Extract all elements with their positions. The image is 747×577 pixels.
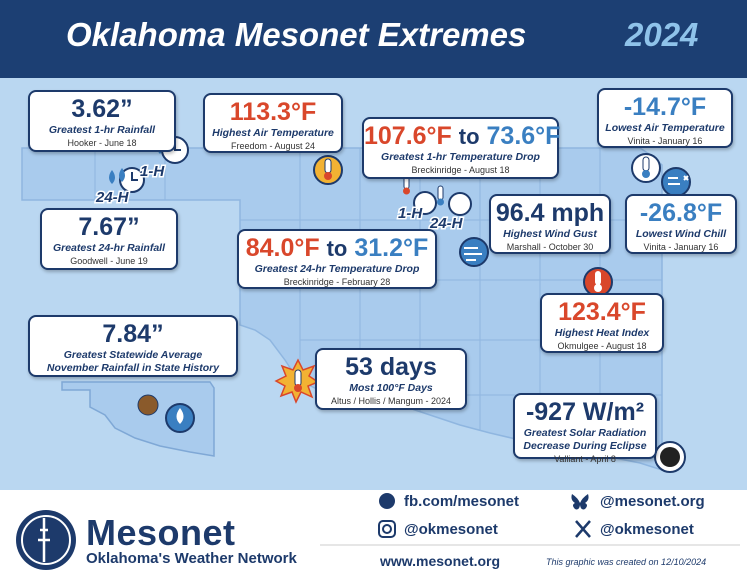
location: Goodwell - June 19 — [70, 256, 148, 266]
value: 53 days — [345, 353, 437, 381]
value: 84.0°F to 31.2°F — [239, 234, 435, 263]
header-bar — [0, 0, 747, 78]
value-to: 31.2°F — [354, 234, 429, 262]
bluesky-link[interactable]: @mesonet.org — [600, 493, 705, 510]
instagram-icon — [378, 520, 396, 538]
extreme-card: 3.62” Greatest 1-hr Rainfall Hooker - Ju… — [28, 90, 176, 152]
extreme-card: -927 W/m² Greatest Solar Radiation Decre… — [513, 393, 657, 464]
icon-label: 1-H — [398, 205, 423, 222]
location: Breckinridge - February 28 — [283, 277, 391, 287]
location: Vinita - January 16 — [643, 242, 719, 252]
extreme-card: -26.8°F Lowest Wind Chill Vinita - Janua… — [625, 194, 737, 254]
extreme-card: -14.7°F Lowest Air Temperature Vinita - … — [597, 88, 733, 148]
value-to: 73.6°F — [486, 122, 561, 150]
logo-tower — [38, 518, 50, 562]
x-icon — [575, 520, 591, 538]
label: Greatest 24-hr Rainfall — [52, 242, 166, 254]
extreme-card: 7.67” Greatest 24-hr Rainfall Goodwell -… — [40, 208, 178, 270]
label: November Rainfall in State History — [46, 362, 220, 374]
value: -14.7°F — [623, 93, 707, 121]
label: Greatest 24-hr Temperature Drop — [254, 263, 420, 275]
icon-labels: 1-H 24-H 1-H 24-H — [94, 162, 466, 234]
value: 3.62” — [71, 95, 133, 123]
location: Valliant - April 8 — [554, 454, 616, 464]
value: 7.67” — [78, 213, 140, 241]
location: Breckinridge - August 18 — [411, 165, 510, 175]
label: Highest Heat Index — [554, 327, 650, 339]
value: 96.4 mph — [495, 199, 605, 227]
x-link[interactable]: @okmesonet — [600, 521, 694, 538]
label: Decrease During Eclipse — [523, 440, 647, 452]
facebook-icon — [379, 493, 395, 509]
value: 7.84” — [102, 320, 164, 348]
label: Greatest 1-hr Temperature Drop — [381, 151, 540, 163]
icons — [109, 136, 691, 473]
bluesky-icon — [571, 494, 589, 510]
location: Okmulgee - August 18 — [557, 341, 647, 351]
location: Marshall - October 30 — [506, 242, 594, 252]
icon-label: 24-H — [429, 215, 464, 232]
location: Freedom - August 24 — [230, 141, 316, 151]
created-note: This graphic was created on 12/10/2024 — [546, 557, 707, 567]
icon-label: 24-H — [95, 189, 130, 206]
label: Highest Wind Gust — [503, 228, 597, 240]
instagram-link[interactable]: @okmesonet — [404, 521, 498, 538]
extreme-card: 113.3°F Highest Air Temperature Freedom … — [203, 93, 343, 153]
extreme-card: 7.84” Greatest Statewide Average Novembe… — [28, 315, 238, 377]
label: Greatest Solar Radiation — [523, 427, 647, 439]
website-link[interactable]: www.mesonet.org — [380, 553, 501, 569]
title: Oklahoma Mesonet Extremes — [66, 16, 527, 53]
location: Hooker - June 18 — [67, 138, 137, 148]
value: 107.6°F to 73.6°F — [364, 122, 560, 151]
instagram-lens — [382, 524, 392, 534]
logo-name: Mesonet — [86, 512, 236, 553]
location: Vinita - January 16 — [627, 136, 703, 146]
label: Lowest Wind Chill — [635, 228, 727, 240]
extreme-card: 107.6°F to 73.6°F Greatest 1-hr Temperat… — [362, 117, 560, 179]
label: Greatest Statewide Average — [63, 349, 203, 361]
value: 123.4°F — [558, 298, 646, 326]
value-from: 107.6°F — [364, 122, 452, 150]
connector: to — [458, 124, 480, 149]
year: 2024 — [625, 16, 699, 53]
logo-tagline: Oklahoma's Weather Network — [86, 550, 297, 567]
value: -927 W/m² — [525, 398, 645, 426]
icon-label: 1-H — [140, 163, 165, 180]
value-from: 84.0°F — [245, 234, 320, 262]
value: -26.8°F — [639, 199, 723, 227]
extreme-card: 84.0°F to 31.2°F Greatest 24-hr Temperat… — [237, 229, 437, 289]
facebook-link[interactable]: fb.com/mesonet — [404, 493, 520, 510]
location: Altus / Hollis / Mangum - 2024 — [330, 396, 452, 406]
label: Lowest Air Temperature — [605, 122, 725, 134]
label: Greatest 1-hr Rainfall — [48, 124, 156, 136]
extreme-card: 53 days Most 100°F Days Altus / Hollis /… — [315, 348, 467, 410]
extreme-card: 123.4°F Highest Heat Index Okmulgee - Au… — [540, 293, 664, 353]
value: 113.3°F — [229, 98, 317, 126]
label: Most 100°F Days — [349, 382, 433, 394]
inset-map — [61, 381, 215, 457]
extreme-card: 96.4 mph Highest Wind Gust Marshall - Oc… — [489, 194, 611, 254]
logo-ring — [21, 515, 71, 565]
connector: to — [326, 236, 348, 261]
label: Highest Air Temperature — [212, 127, 334, 139]
